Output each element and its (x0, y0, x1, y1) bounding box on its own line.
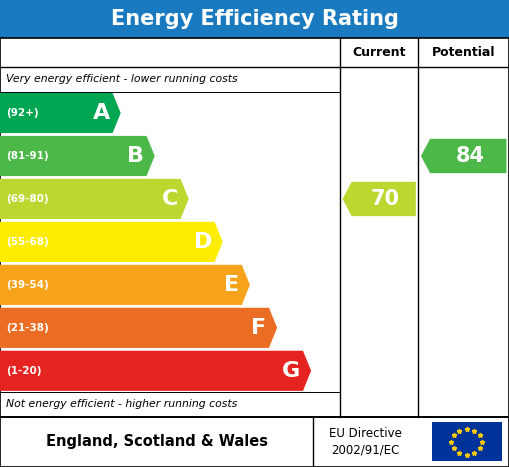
Text: (21-38): (21-38) (6, 323, 49, 333)
Text: (39-54): (39-54) (6, 280, 49, 290)
Text: (55-68): (55-68) (6, 237, 49, 247)
Text: (92+): (92+) (6, 108, 39, 118)
Text: (69-80): (69-80) (6, 194, 49, 204)
Text: Very energy efficient - lower running costs: Very energy efficient - lower running co… (6, 74, 238, 85)
Polygon shape (343, 182, 416, 216)
Text: England, Scotland & Wales: England, Scotland & Wales (45, 434, 268, 449)
Polygon shape (0, 308, 277, 348)
Text: Not energy efficient - higher running costs: Not energy efficient - higher running co… (6, 399, 237, 410)
Text: A: A (93, 103, 110, 123)
Polygon shape (0, 93, 121, 133)
Text: (1-20): (1-20) (6, 366, 42, 376)
Text: Potential: Potential (432, 46, 495, 59)
Text: C: C (162, 189, 178, 209)
Polygon shape (0, 136, 155, 176)
Text: B: B (127, 146, 144, 166)
Text: Current: Current (352, 46, 406, 59)
Polygon shape (0, 222, 223, 262)
Polygon shape (0, 351, 311, 391)
Text: E: E (224, 275, 239, 295)
Text: D: D (193, 232, 212, 252)
Polygon shape (0, 265, 250, 305)
Text: 84: 84 (456, 146, 484, 166)
Text: G: G (282, 361, 300, 381)
Text: 70: 70 (371, 189, 400, 209)
Text: Energy Efficiency Rating: Energy Efficiency Rating (110, 9, 399, 29)
Text: F: F (251, 318, 266, 338)
Polygon shape (0, 179, 189, 219)
Text: (81-91): (81-91) (6, 151, 49, 161)
Polygon shape (421, 139, 506, 173)
FancyBboxPatch shape (432, 422, 502, 461)
FancyBboxPatch shape (0, 0, 509, 38)
Text: EU Directive
2002/91/EC: EU Directive 2002/91/EC (329, 427, 402, 457)
